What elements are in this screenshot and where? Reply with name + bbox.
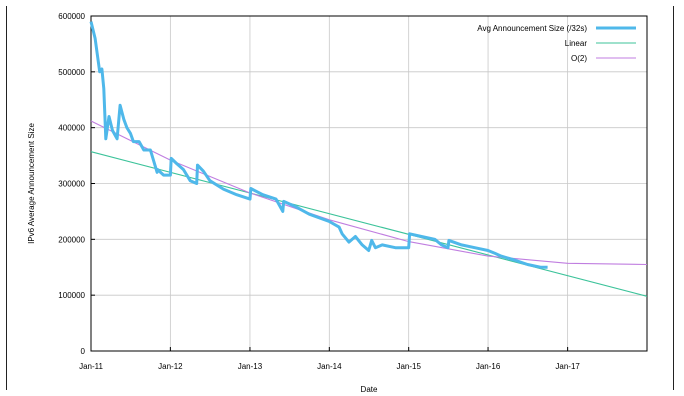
x-tick-label: Jan-17 — [555, 362, 580, 371]
x-tick-label: Jan-13 — [238, 362, 263, 371]
x-tick-label: Jan-15 — [396, 362, 421, 371]
axis-ticks: 0 100000 200000 300000 400000 500000 600000 Jan… — [58, 12, 580, 371]
x-axis-title: Date — [361, 385, 378, 394]
series-line-0 — [89, 21, 548, 269]
y-tick-label: 200000 — [58, 235, 85, 244]
y-tick-label: 600000 — [58, 12, 85, 21]
legend-label: Avg Announcement Size (/32s) — [477, 24, 587, 33]
legend: Avg Announcement Size (/32s) Linear O(2) — [477, 24, 636, 63]
x-tick-label: Jan-11 — [79, 362, 103, 371]
series-line-1 — [90, 151, 648, 297]
grid — [91, 16, 647, 351]
x-tick-label: Jan-16 — [476, 362, 501, 371]
legend-label: Linear — [565, 39, 588, 48]
y-tick-label: 300000 — [58, 180, 85, 189]
y-tick-label: 100000 — [58, 291, 85, 300]
y-tick-label: 500000 — [58, 68, 85, 77]
y-axis-title: IPv6 Average Announcement Size — [27, 123, 36, 244]
legend-label: O(2) — [571, 54, 587, 63]
y-tick-label: 400000 — [58, 124, 85, 133]
series-line-2 — [90, 120, 648, 266]
figure-frame — [6, 6, 674, 390]
y-tick-label: 0 — [81, 347, 86, 356]
series-lines — [89, 21, 648, 297]
x-tick-label: Jan-12 — [158, 362, 183, 371]
x-tick-label: Jan-14 — [317, 362, 342, 371]
